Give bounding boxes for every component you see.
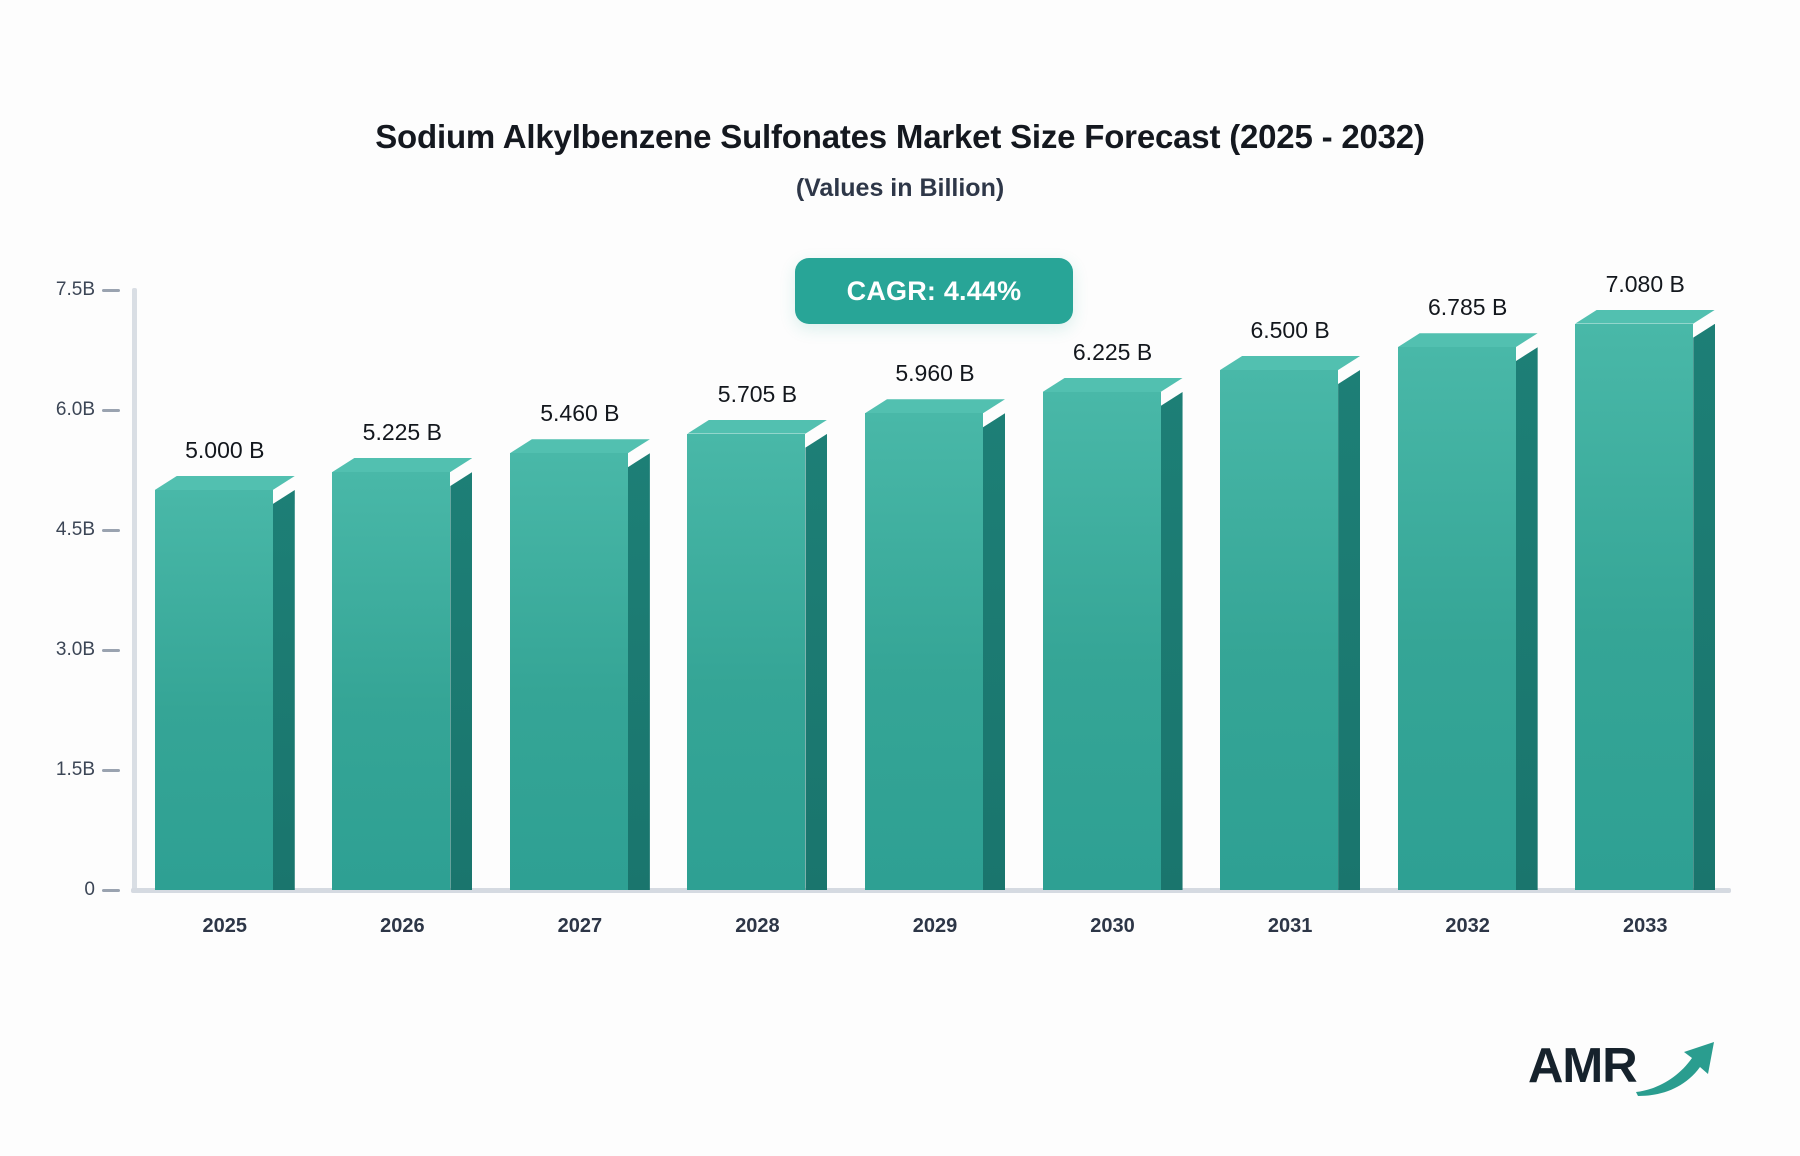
bar-value-label: 5.460 B (540, 400, 620, 427)
x-axis-label-2033: 2033 (1622, 915, 1668, 937)
y-axis-line (132, 288, 137, 890)
amr-logo: AMR (1528, 1032, 1718, 1106)
bar-2025[interactable] (154, 476, 295, 890)
y-axis-tick-label: 1.5B (55, 759, 95, 780)
bar-front-face (1220, 370, 1339, 890)
x-axis-label-2031: 2031 (1267, 915, 1313, 937)
bar-top-face (1397, 333, 1538, 348)
cagr-badge: CAGR: 4.44% (795, 258, 1073, 324)
bar-value-label: 7.080 B (1605, 270, 1685, 297)
bar-2032[interactable] (1397, 333, 1538, 890)
chart-subtitle: (Values in Billion) (795, 174, 1005, 202)
bar-2031[interactable] (1220, 356, 1361, 890)
bar-side-face (805, 433, 828, 890)
x-axis-label-2032: 2032 (1445, 915, 1490, 937)
plot-area: 5.000 B 5.225 B 5.460 B 5.705 B 5.960 B 6.225… (131, 271, 1731, 893)
x-axis-label-2030: 2030 (1090, 915, 1135, 937)
bar-top-face (1575, 309, 1716, 324)
y-axis-tick-mark (102, 409, 120, 412)
bar-front-face (865, 413, 983, 890)
cagr-badge-label: CAGR: 4.44% (846, 275, 1022, 306)
bar-front-face (1397, 347, 1516, 890)
bar-value-label: 6.225 B (1072, 339, 1153, 365)
y-axis-tick-mark (102, 889, 120, 892)
y-axis-tick-mark (102, 529, 120, 532)
chart-title: Sodium Alkylbenzene Sulfonates Market Si… (375, 118, 1425, 155)
y-axis-tick-label: 3.0B (55, 639, 95, 660)
bar-top-face (865, 399, 1005, 414)
x-axis-label-2029: 2029 (912, 915, 958, 937)
bar-value-label: 5.960 B (895, 360, 975, 387)
bar-front-face (1575, 323, 1694, 890)
bar-front-face (687, 433, 806, 890)
bar-top-face (154, 476, 295, 490)
x-axis-line (131, 888, 1731, 893)
bar-top-face (1220, 356, 1361, 370)
bar-value-label: 5.000 B (185, 437, 265, 463)
bar-side-face (1693, 323, 1716, 890)
bar-side-face (983, 413, 1005, 890)
bar-value-label: 6.500 B (1250, 317, 1330, 343)
bar-top-face (332, 458, 473, 472)
x-axis-label-2028: 2028 (735, 915, 780, 937)
amr-logo-text: AMR (1528, 1039, 1638, 1093)
bar-side-face (1515, 347, 1538, 890)
bar-side-face (1338, 370, 1361, 890)
bar-side-face (1160, 392, 1183, 890)
bar-2028[interactable] (687, 419, 828, 890)
bar-front-face (332, 472, 451, 890)
y-axis-tick-label: 0 (84, 879, 95, 900)
bar-side-face (450, 472, 473, 890)
bar-value-label: 5.225 B (362, 419, 442, 445)
bar-top-face (687, 419, 828, 434)
y-axis-tick-label: 7.5B (55, 279, 95, 300)
bar-2033[interactable] (1575, 309, 1716, 890)
bar-2029[interactable] (865, 399, 1005, 890)
growth-arrow-icon (1636, 1042, 1714, 1096)
x-axis-label-2026: 2026 (380, 915, 425, 937)
y-axis-tick-mark (102, 769, 120, 772)
y-axis-tick-label: 6.0B (55, 399, 95, 420)
x-axis-label-2025: 2025 (202, 915, 248, 937)
bar-top-face (1042, 378, 1183, 392)
x-axis-label-2027: 2027 (557, 915, 603, 937)
bar-top-face (509, 439, 650, 454)
bar-side-face (627, 453, 650, 890)
bar-value-label: 6.785 B (1428, 294, 1508, 321)
bar-2027[interactable] (509, 439, 650, 890)
bar-front-face (154, 490, 273, 890)
bar-value-label: 5.705 B (717, 380, 798, 407)
bar-2026[interactable] (332, 458, 473, 890)
bar-side-face (272, 490, 295, 890)
bar-front-face (1042, 392, 1161, 890)
bar-2030[interactable] (1042, 378, 1183, 890)
y-axis-tick-mark (102, 289, 120, 292)
y-axis-tick-label: 4.5B (55, 519, 95, 540)
y-axis-tick-mark (102, 649, 120, 652)
bar-front-face (509, 453, 628, 890)
